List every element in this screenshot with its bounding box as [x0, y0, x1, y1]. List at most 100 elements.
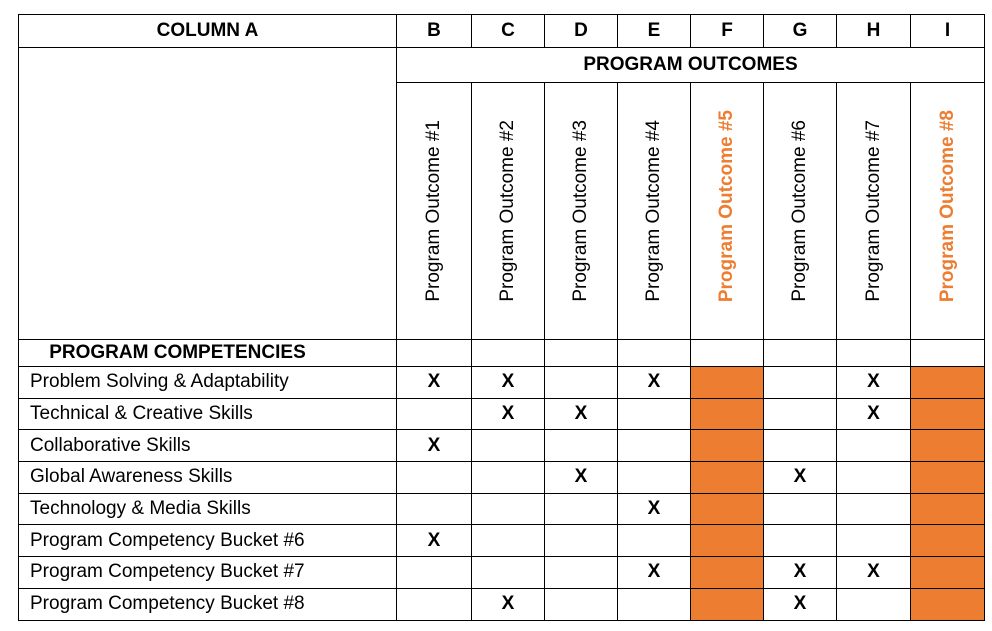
- mark-cell: [617, 461, 691, 494]
- mark-cell: [396, 492, 472, 526]
- mark-cell: X: [396, 429, 472, 463]
- column-a-header: COLUMN A: [18, 14, 397, 48]
- column-letter: H: [836, 14, 911, 48]
- highlighted-cell: [910, 366, 985, 399]
- mark-cell: X: [763, 461, 837, 494]
- mark-cell: X: [471, 587, 545, 621]
- highlighted-cell: [690, 429, 764, 463]
- outcome-label-row: Program Outcome #1 Program Outcome #2 Prog…: [19, 82, 985, 340]
- outcome-header-cell: Program Outcome #8: [910, 82, 985, 340]
- mark-cell: [396, 397, 472, 431]
- mark-cell: X: [544, 461, 618, 494]
- outcome-header-cell: Program Outcome #4: [617, 82, 691, 340]
- mark-cell: X: [396, 366, 472, 399]
- highlighted-cell: [690, 366, 764, 399]
- program-outcomes-title-row: PROGRAM OUTCOMES: [18, 47, 985, 340]
- mark-cell: [836, 492, 911, 526]
- highlighted-cell: [690, 492, 764, 526]
- mark-cell: [617, 524, 691, 558]
- outcome-header-cell: Program Outcome #1: [396, 82, 472, 340]
- mark-cell: [471, 429, 545, 463]
- mark-cell: X: [544, 397, 618, 431]
- mark-cell: X: [617, 556, 691, 589]
- blank-cell: [690, 339, 764, 367]
- blank-cell: [617, 339, 691, 367]
- highlighted-cell: [910, 556, 985, 589]
- outcome-header-cell: Program Outcome #7: [836, 82, 911, 340]
- column-letter-row: COLUMN A B C D E F G H I: [18, 14, 985, 48]
- table-row: Program Competency Bucket #7 X X X: [18, 556, 985, 589]
- mark-cell: X: [617, 366, 691, 399]
- mark-cell: X: [836, 397, 911, 431]
- outcome-label: Program Outcome #7: [862, 120, 884, 302]
- mark-cell: [471, 556, 545, 589]
- blank-cell: [763, 339, 837, 367]
- highlighted-cell: [690, 556, 764, 589]
- competency-label: Program Competency Bucket #8: [18, 587, 397, 621]
- mark-cell: [763, 397, 837, 431]
- highlighted-cell: [910, 461, 985, 494]
- highlighted-cell: [690, 461, 764, 494]
- column-letter: B: [396, 14, 472, 48]
- table-row: Global Awareness Skills X X: [18, 461, 985, 494]
- mark-cell: [396, 587, 472, 621]
- blank-cell: [471, 339, 545, 367]
- mark-cell: X: [836, 556, 911, 589]
- mark-cell: [544, 366, 618, 399]
- mark-cell: [544, 556, 618, 589]
- table-row: Program Competency Bucket #8 X X: [18, 587, 985, 621]
- mark-cell: X: [396, 524, 472, 558]
- mark-cell: [617, 587, 691, 621]
- mark-cell: X: [471, 366, 545, 399]
- outcome-label: Program Outcome #8: [936, 109, 958, 302]
- table-row: Program Competency Bucket #6 X: [18, 524, 985, 558]
- mark-cell: [396, 556, 472, 589]
- outcome-label: Program Outcome #5: [716, 109, 737, 302]
- mark-cell: X: [471, 397, 545, 431]
- competency-label: Technical & Creative Skills: [18, 397, 397, 431]
- program-competencies-title: PROGRAM COMPETENCIES: [18, 339, 397, 367]
- competency-label: Program Competency Bucket #7: [18, 556, 397, 589]
- column-letter: D: [544, 14, 618, 48]
- competency-label: Collaborative Skills: [18, 429, 397, 463]
- mark-cell: [544, 429, 618, 463]
- table-row: Problem Solving & Adaptability X X X X: [18, 366, 985, 399]
- competency-label: Problem Solving & Adaptability: [18, 366, 397, 399]
- mark-cell: [836, 461, 911, 494]
- mark-cell: [471, 492, 545, 526]
- competency-label: Global Awareness Skills: [18, 461, 397, 494]
- highlighted-cell: [910, 492, 985, 526]
- blank-corner-cell: [18, 47, 397, 340]
- mark-cell: [763, 524, 837, 558]
- column-letter: G: [763, 14, 837, 48]
- mark-cell: [763, 492, 837, 526]
- program-outcomes-title: PROGRAM OUTCOMES: [396, 47, 985, 83]
- mark-cell: [544, 524, 618, 558]
- mark-cell: [836, 587, 911, 621]
- highlighted-cell: [910, 397, 985, 431]
- competencies-title-row: PROGRAM COMPETENCIES: [18, 339, 985, 367]
- mark-cell: [836, 524, 911, 558]
- outcome-header-cell: Program Outcome #6: [763, 82, 837, 340]
- table-row: Collaborative Skills X: [18, 429, 985, 463]
- outcome-label: Program Outcome #2: [497, 120, 518, 302]
- outcome-label: Program Outcome #6: [789, 120, 810, 302]
- outcome-label: Program Outcome #1: [423, 120, 444, 302]
- highlighted-cell: [910, 429, 985, 463]
- outcome-header-cell: Program Outcome #2: [471, 82, 545, 340]
- outcome-label: Program Outcome #4: [643, 120, 664, 302]
- mark-cell: X: [617, 492, 691, 526]
- highlighted-cell: [690, 587, 764, 621]
- mark-cell: [396, 461, 472, 494]
- table-row: Technical & Creative Skills X X X: [18, 397, 985, 431]
- mark-cell: [544, 492, 618, 526]
- highlighted-cell: [690, 524, 764, 558]
- highlighted-cell: [910, 587, 985, 621]
- column-letter: E: [617, 14, 691, 48]
- mark-cell: [544, 587, 618, 621]
- mark-cell: X: [763, 587, 837, 621]
- blank-cell: [910, 339, 985, 367]
- column-letter: C: [471, 14, 545, 48]
- mark-cell: [471, 461, 545, 494]
- blank-cell: [544, 339, 618, 367]
